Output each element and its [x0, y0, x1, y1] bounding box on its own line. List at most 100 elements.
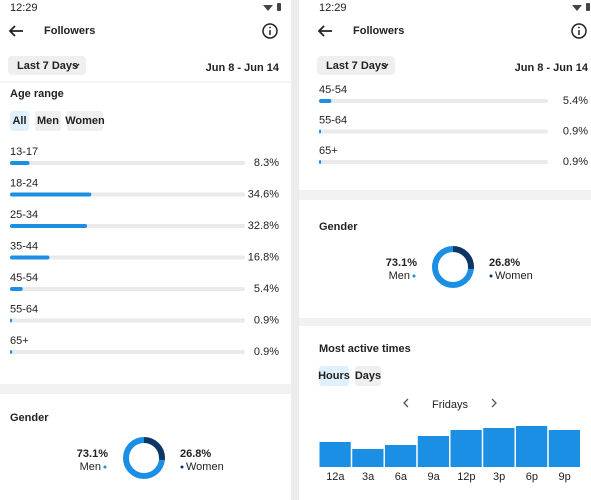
bar: [319, 129, 322, 134]
bar: [10, 318, 13, 323]
battery-icon: [586, 3, 590, 11]
tab[interactable]: [355, 366, 381, 386]
bar-track: [10, 255, 245, 260]
bar: [10, 287, 23, 291]
gender-value: 73.1%: [386, 257, 417, 269]
bar-track: [319, 160, 548, 164]
info-button[interactable]: [571, 23, 587, 39]
gender-label: Men: [389, 270, 410, 282]
date-range: Jun 8 - Jun 14: [206, 62, 280, 74]
status-time: 12:29: [10, 2, 38, 14]
info-button[interactable]: [262, 23, 278, 39]
back-button[interactable]: [8, 25, 23, 37]
gender-label: Women: [186, 461, 224, 473]
back-button[interactable]: [317, 25, 332, 37]
bar: [319, 442, 351, 467]
gender-value: 73.1%: [77, 448, 108, 460]
info-dot: [269, 26, 271, 29]
section-title: Gender: [10, 412, 49, 424]
x-tick-label: 9a: [428, 471, 441, 483]
bar-track: [319, 129, 548, 134]
tab[interactable]: [67, 111, 103, 131]
value-label: 0.9%: [254, 314, 279, 326]
bar: [10, 255, 50, 260]
value-label: 0.9%: [563, 156, 588, 168]
range-button[interactable]: [317, 56, 395, 75]
bar: [319, 160, 322, 164]
section-title: Most active times: [319, 343, 411, 355]
value-label: 5.4%: [563, 95, 588, 107]
range-chevron: [72, 63, 80, 68]
section-divider: [0, 384, 291, 394]
age-label: 65+: [319, 145, 338, 157]
legend-dot: [103, 465, 107, 469]
bar: [450, 430, 482, 467]
value-label: 0.9%: [563, 125, 588, 137]
section-divider: [299, 190, 591, 200]
section-title: Gender: [319, 221, 358, 233]
x-tick-label: 6p: [526, 471, 538, 483]
range-chevron: [381, 63, 389, 68]
gender-label: Men: [80, 461, 101, 473]
x-tick-label: 9p: [559, 471, 571, 483]
age-label: 55-64: [319, 114, 347, 126]
x-tick-label: 12p: [457, 471, 475, 483]
page-title: Followers: [44, 25, 95, 37]
bar: [10, 224, 88, 228]
value-label: 16.8%: [248, 251, 279, 263]
x-tick-label: 6a: [395, 471, 408, 483]
bar-track: [319, 99, 548, 103]
wifi-icon: [572, 5, 582, 11]
legend-dot: [412, 274, 416, 278]
bar-track: [10, 287, 245, 291]
bar-track: [10, 161, 245, 165]
value-label: 32.8%: [248, 220, 279, 232]
value-label: 8.3%: [254, 157, 279, 169]
age-label: 18-24: [10, 177, 38, 189]
legend-dot: [489, 274, 493, 278]
screen: [0, 0, 291, 500]
gender-label: Women: [495, 270, 533, 282]
tab-label: Men: [37, 115, 59, 127]
tab-label: Days: [355, 370, 381, 382]
tab[interactable]: [10, 111, 29, 131]
bar: [10, 350, 13, 354]
bar: [319, 99, 332, 103]
value-label: 0.9%: [254, 346, 279, 358]
tab[interactable]: [319, 366, 349, 386]
bar: [10, 192, 92, 197]
donut-segment: [432, 246, 474, 288]
day-label: Fridays: [432, 399, 469, 411]
prev-day[interactable]: [403, 398, 409, 408]
section-divider: [299, 318, 591, 326]
info-dot: [578, 26, 580, 29]
bar: [516, 426, 548, 467]
bar: [548, 430, 580, 467]
tab-label: Women: [65, 115, 105, 127]
bar: [352, 449, 384, 467]
range-button-label: Last 7 Days: [326, 60, 387, 72]
bar: [385, 445, 417, 467]
tab[interactable]: [35, 111, 61, 131]
bar-track: [10, 318, 245, 323]
gender-value: 26.8%: [180, 448, 211, 460]
section-title: Age range: [10, 88, 64, 100]
bar: [417, 436, 449, 467]
range-button-label: Last 7 Days: [17, 60, 78, 72]
value-label: 5.4%: [254, 283, 279, 295]
age-label: 65+: [10, 335, 29, 347]
donut-segment: [123, 437, 165, 479]
x-tick-label: 3a: [362, 471, 375, 483]
range-button[interactable]: [8, 56, 86, 75]
page-title: Followers: [353, 25, 404, 37]
value-label: 34.6%: [248, 188, 279, 200]
date-range: Jun 8 - Jun 14: [515, 62, 589, 74]
bar-track: [10, 350, 245, 354]
next-day[interactable]: [491, 398, 497, 408]
age-label: 35-44: [10, 240, 38, 252]
age-label: 25-34: [10, 209, 38, 221]
age-label: 45-54: [319, 84, 347, 96]
age-label: 45-54: [10, 272, 38, 284]
status-time: 12:29: [319, 2, 347, 14]
